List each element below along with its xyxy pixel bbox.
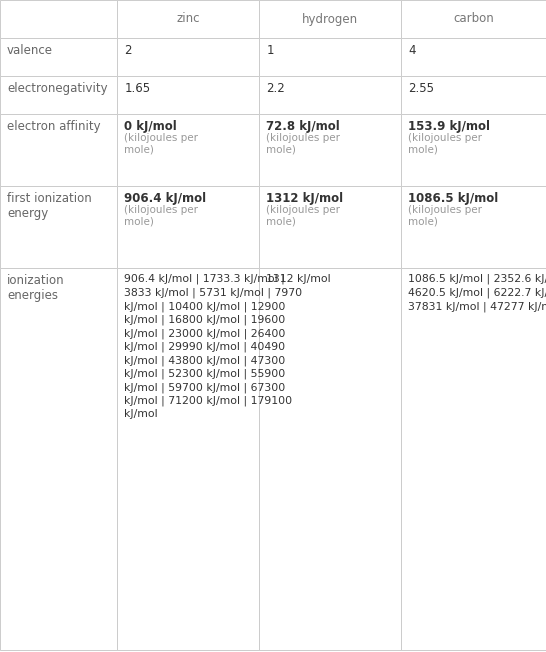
Bar	[259, 38, 401, 76]
Text: (kilojoules per
mole): (kilojoules per mole)	[266, 205, 340, 226]
Text: carbon: carbon	[453, 12, 494, 25]
Bar	[117, 76, 259, 114]
Bar	[117, 38, 259, 76]
Bar	[0, 38, 117, 76]
Text: ionization
energies: ionization energies	[7, 274, 64, 302]
Text: electronegativity: electronegativity	[7, 82, 108, 95]
Text: 2.55: 2.55	[408, 82, 434, 95]
Bar	[259, 76, 401, 114]
Text: zinc: zinc	[176, 12, 200, 25]
Text: 906.4 kJ/mol | 1733.3 kJ/mol |
3833 kJ/mol | 5731 kJ/mol | 7970
kJ/mol | 10400 k: 906.4 kJ/mol | 1733.3 kJ/mol | 3833 kJ/m…	[124, 274, 302, 419]
Bar	[259, 186, 401, 268]
Bar	[401, 76, 546, 114]
Bar	[117, 0, 259, 38]
Text: valence: valence	[7, 44, 53, 57]
Text: (kilojoules per
mole): (kilojoules per mole)	[124, 133, 198, 155]
Text: (kilojoules per
mole): (kilojoules per mole)	[124, 205, 198, 226]
Text: 1086.5 kJ/mol | 2352.6 kJ/mol |
4620.5 kJ/mol | 6222.7 kJ/mol |
37831 kJ/mol | 4: 1086.5 kJ/mol | 2352.6 kJ/mol | 4620.5 k…	[408, 274, 546, 312]
Bar	[117, 268, 259, 650]
Text: 1: 1	[266, 44, 274, 57]
Bar	[0, 114, 117, 186]
Bar	[0, 268, 117, 650]
Text: 1312 kJ/mol: 1312 kJ/mol	[266, 274, 331, 284]
Text: 0 kJ/mol: 0 kJ/mol	[124, 120, 177, 133]
Bar	[401, 0, 546, 38]
Bar	[117, 186, 259, 268]
Text: first ionization
energy: first ionization energy	[7, 192, 92, 220]
Text: (kilojoules per
mole): (kilojoules per mole)	[266, 133, 340, 155]
Text: 1312 kJ/mol: 1312 kJ/mol	[266, 192, 343, 205]
Bar	[0, 0, 117, 38]
Text: 2.2: 2.2	[266, 82, 285, 95]
Text: (kilojoules per
mole): (kilojoules per mole)	[408, 133, 482, 155]
Bar	[259, 268, 401, 650]
Text: (kilojoules per
mole): (kilojoules per mole)	[408, 205, 482, 226]
Bar	[401, 268, 546, 650]
Bar	[259, 0, 401, 38]
Text: 1.65: 1.65	[124, 82, 151, 95]
Bar	[401, 114, 546, 186]
Text: 153.9 kJ/mol: 153.9 kJ/mol	[408, 120, 490, 133]
Text: hydrogen: hydrogen	[302, 12, 358, 25]
Bar	[0, 186, 117, 268]
Bar	[117, 114, 259, 186]
Text: electron affinity: electron affinity	[7, 120, 100, 133]
Text: 4: 4	[408, 44, 416, 57]
Bar	[0, 76, 117, 114]
Bar	[401, 38, 546, 76]
Text: 2: 2	[124, 44, 132, 57]
Text: 1086.5 kJ/mol: 1086.5 kJ/mol	[408, 192, 498, 205]
Text: 72.8 kJ/mol: 72.8 kJ/mol	[266, 120, 340, 133]
Text: 906.4 kJ/mol: 906.4 kJ/mol	[124, 192, 206, 205]
Bar	[401, 186, 546, 268]
Bar	[259, 114, 401, 186]
